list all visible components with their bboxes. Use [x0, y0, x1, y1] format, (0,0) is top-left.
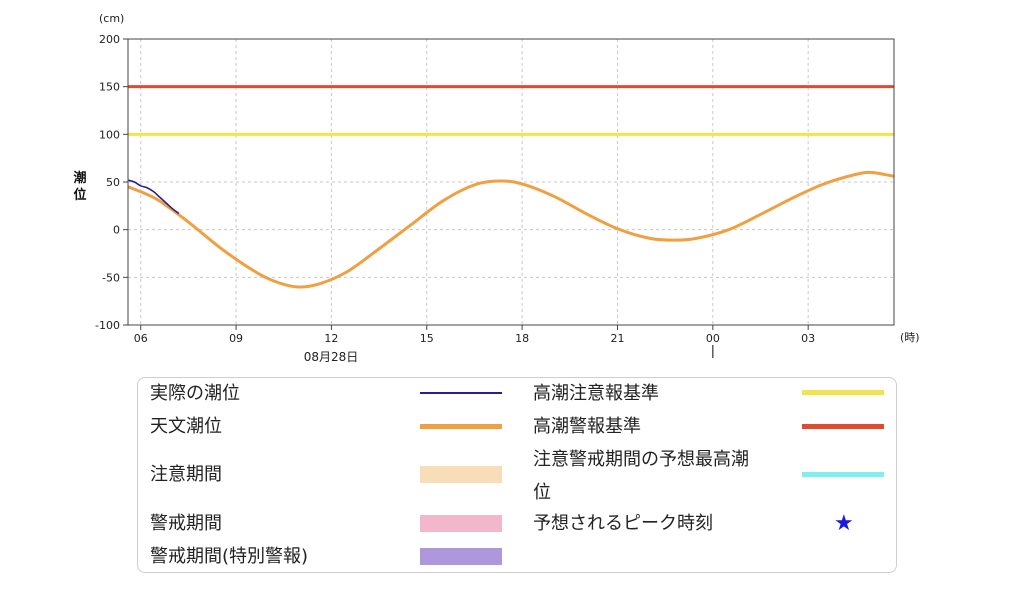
y-axis-title: 潮 位 [73, 170, 86, 203]
date-label: 08月28日 [304, 350, 359, 364]
x-tick-label: 09 [229, 332, 243, 345]
legend-swatch-astronomical-tide [420, 424, 502, 429]
y-unit-label: (cm) [99, 12, 124, 25]
chart-legend: 実際の潮位 天文潮位 注意期間 警戒期間 警戒期間(特別警報) 高潮注意報基準 … [137, 377, 897, 573]
series-line-astronomical-tide [127, 170, 895, 289]
star-icon: ★ [834, 511, 854, 536]
x-unit-label: (時) [900, 331, 920, 344]
x-tick-label: 12 [324, 332, 338, 345]
tide-chart: -100 -50 0 50 100 150 200 06 09 12 15 18 21 00 03 (cm)… [73, 12, 920, 364]
legend-label-predicted-max-tide-line2: 位 [533, 482, 551, 503]
x-tick-label: 06 [134, 332, 148, 345]
legend-label-actual-tide: 実際の潮位 [150, 383, 240, 404]
legend-label-special-warning-period: 警戒期間(特別警報) [150, 546, 309, 567]
legend-swatch-predicted-max-tide [802, 472, 884, 477]
legend-swatch-caution-period [420, 466, 502, 483]
legend-swatch-warning-period [420, 515, 502, 532]
y-tick-label: -50 [102, 271, 120, 284]
chart-axes: -100 -50 0 50 100 150 200 06 09 12 15 18 21 00 03 [95, 33, 895, 358]
legend-label-astronomical-tide: 天文潮位 [150, 416, 222, 437]
plot-frame [127, 38, 895, 326]
x-tick-label: 15 [420, 332, 434, 345]
legend-label-storm-surge-advisory: 高潮注意報基準 [533, 383, 659, 404]
legend-label-storm-surge-warning: 高潮警報基準 [533, 416, 641, 437]
legend-swatch-storm-surge-warning [802, 424, 884, 429]
legend-label-warning-period: 警戒期間 [150, 513, 222, 534]
series-line-actual-tide [127, 179, 180, 215]
legend-swatch-special-warning-period [420, 548, 502, 565]
chart-series [127, 85, 895, 289]
y-tick-label: 100 [99, 128, 120, 141]
x-tick-label: 03 [801, 332, 815, 345]
y-tick-label: -100 [95, 319, 120, 332]
y-tick-label: 200 [99, 33, 120, 46]
y-tick-label: 150 [99, 81, 120, 94]
legend-swatch-storm-surge-advisory [802, 390, 884, 395]
legend-swatch-actual-tide [420, 392, 502, 394]
y-tick-label: 50 [106, 176, 120, 189]
legend-label-peak-time: 予想されるピーク時刻 [533, 513, 713, 534]
y-axis-title-char-2: 位 [73, 187, 86, 203]
x-tick-label: 00 [706, 332, 720, 345]
legend-label-caution-period: 注意期間 [150, 464, 222, 485]
x-tick-label: 18 [515, 332, 529, 345]
y-tick-label: 0 [113, 224, 120, 237]
legend-label-predicted-max-tide: 注意警戒期間の予想最高潮 [533, 449, 749, 470]
x-tick-label: 21 [610, 332, 624, 345]
y-axis-title-char-1: 潮 [73, 170, 86, 186]
